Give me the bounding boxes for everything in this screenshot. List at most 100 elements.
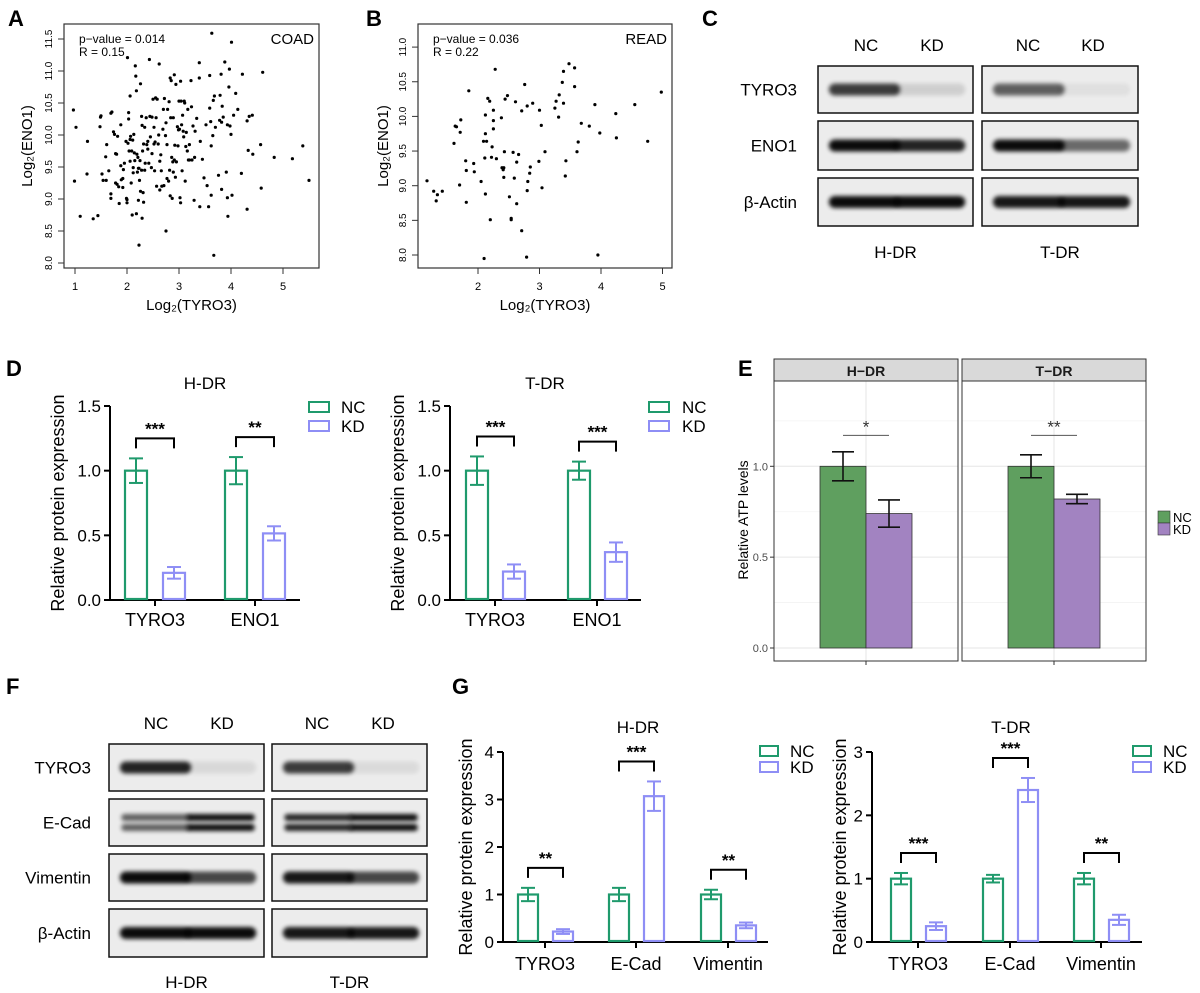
data-point (540, 186, 544, 190)
data-point (502, 150, 506, 154)
data-point (202, 176, 206, 180)
data-point (209, 193, 213, 197)
data-point (130, 149, 134, 153)
data-point (587, 124, 591, 128)
data-point (171, 170, 175, 174)
data-point (140, 114, 144, 118)
protein-band (893, 139, 966, 152)
x-tick-label: 3 (536, 281, 542, 293)
data-point (472, 170, 476, 174)
blot-row-label: β-Actin (744, 193, 797, 212)
data-point (161, 107, 165, 111)
data-point (128, 137, 132, 142)
x-tick-label: 3 (176, 281, 182, 293)
bar-kd (1016, 788, 1040, 943)
protein-band (119, 761, 192, 774)
protein-band (121, 814, 190, 821)
data-point (211, 134, 215, 138)
data-point (212, 253, 216, 257)
legend-swatch-nc (759, 745, 779, 757)
data-point (435, 193, 439, 197)
panel-label-c: C (702, 6, 718, 31)
data-point (567, 62, 571, 66)
y-tick-label: 10.0 (398, 106, 409, 126)
protein-band (184, 761, 257, 774)
data-point (130, 213, 134, 217)
data-point (167, 100, 171, 104)
lane-label-kd: KD (1081, 36, 1105, 55)
data-point (494, 157, 498, 161)
data-point (137, 178, 142, 182)
data-point (131, 138, 135, 142)
significance-bracket (900, 851, 937, 863)
blot-membrane (108, 798, 265, 847)
protein-band (1058, 196, 1131, 208)
legend-swatch-kd (308, 420, 330, 432)
protein-band (349, 824, 418, 831)
plot-frame (417, 23, 673, 269)
significance-stars: *** (145, 419, 165, 438)
data-point (261, 70, 265, 74)
protein-band (992, 139, 1065, 152)
lane-label-nc: NC (1016, 36, 1041, 55)
data-point (432, 189, 436, 193)
data-point (543, 150, 547, 154)
data-point (216, 173, 221, 177)
y-tick-label: 10.5 (44, 93, 55, 113)
data-point (272, 155, 276, 159)
y-tick-label: 1.0 (77, 462, 101, 481)
significance-stars: *** (588, 423, 608, 442)
data-point (250, 113, 254, 117)
data-point (193, 155, 197, 159)
data-point (198, 139, 202, 143)
data-point (425, 179, 429, 183)
panel-label-d: D (6, 356, 22, 381)
data-point (167, 179, 171, 183)
data-point (557, 93, 561, 97)
data-point (454, 125, 459, 129)
data-point (165, 176, 169, 181)
data-point (191, 124, 195, 128)
data-point (121, 168, 125, 172)
data-point (232, 113, 236, 117)
data-point (452, 141, 456, 145)
y-axis-label: Relative protein expression (830, 738, 850, 955)
legend-label: KD (790, 758, 814, 777)
data-point (509, 218, 513, 222)
y-axis-label: Log₂(ENO1) (19, 105, 36, 187)
significance-stars: ** (539, 849, 553, 868)
scatter-plot-a: 1 2 3 4 5 8.0 8.5 9.0 9.5 10.0 10.5 11.0 11.5 p−value… (19, 23, 320, 314)
bar-kd (865, 513, 913, 649)
data-point (525, 189, 529, 193)
data-point (511, 150, 515, 154)
data-point (247, 114, 251, 118)
data-point (225, 196, 229, 200)
data-point (251, 152, 255, 156)
legend-label: KD (1163, 758, 1187, 777)
y-tick-label: 3 (485, 791, 494, 810)
data-point (132, 132, 136, 136)
data-point (659, 90, 663, 94)
legend-swatch-kd (759, 761, 779, 773)
plot-frame (63, 23, 320, 269)
data-point (557, 115, 561, 119)
data-point (197, 61, 201, 65)
data-point (564, 159, 568, 163)
data-point (209, 120, 213, 124)
data-point (162, 96, 166, 101)
y-tick-label: 8.0 (398, 248, 409, 262)
data-point (141, 149, 145, 153)
blot-row-label: TYRO3 (34, 759, 91, 778)
significance-bracket (1083, 851, 1120, 863)
data-point (563, 174, 567, 178)
data-point (537, 108, 542, 112)
data-point (71, 108, 75, 112)
bar-nc (819, 465, 867, 649)
data-point (138, 159, 142, 163)
y-axis-label: Relative protein expression (456, 738, 476, 955)
data-point (135, 152, 139, 156)
significance-stars: * (863, 418, 870, 437)
data-point (119, 164, 123, 168)
data-point (133, 64, 137, 68)
